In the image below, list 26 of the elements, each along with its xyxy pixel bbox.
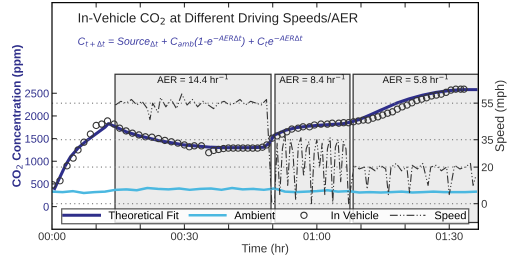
text: In-Vehicle CO$_{2}$ at Different Driving Speeds/AER bbox=[78, 12, 358, 26]
y-tick-label: 2000 bbox=[25, 112, 49, 120]
band-label: AER = 8.4 hr$^{−1}$ bbox=[279, 74, 345, 84]
y-tick-label: 1000 bbox=[25, 158, 49, 166]
y-tick-label: 500 bbox=[31, 180, 49, 188]
x-tick-label: 01:30 bbox=[436, 232, 463, 240]
x-tick-label: 00:30 bbox=[170, 232, 198, 240]
y2-tick-label: 0 bbox=[482, 200, 487, 208]
y-axis-title: CO$_{2}$ Concentration (ppm) bbox=[12, 45, 24, 187]
text: C$_{t+Δt}$ = Source$_{Δt}$ + C$_{amb}$(1-e$^{−AERΔt}$) + C$_{t}$e$^{−AERΔt}$ bbox=[78, 35, 303, 47]
y-tick-label: 2500 bbox=[25, 90, 49, 98]
y2-tick-label: 55 bbox=[482, 100, 494, 108]
y-tick-label: 1500 bbox=[25, 134, 49, 143]
legend-label: Ambient bbox=[234, 211, 275, 220]
legend-label: Theoretical Fit bbox=[108, 211, 179, 220]
x-axis-title: Time (hr) bbox=[242, 244, 288, 255]
y2-axis-title: Speed (mph) bbox=[494, 80, 507, 152]
legend-label: Speed bbox=[434, 211, 466, 222]
band-label: AER = 5.8 hr$^{−1}$ bbox=[382, 74, 448, 84]
x-tick-label: 00:00 bbox=[38, 232, 66, 240]
x-tick-label: 01:00 bbox=[303, 232, 330, 240]
y2-tick-label: 20 bbox=[482, 163, 494, 172]
band-label: AER = 14.4 hr$^{−1}$ bbox=[157, 74, 228, 84]
legend-label: In Vehicle bbox=[332, 211, 378, 220]
y-tick-label: 0 bbox=[43, 202, 49, 211]
y2-tick-label: 35 bbox=[482, 136, 494, 144]
